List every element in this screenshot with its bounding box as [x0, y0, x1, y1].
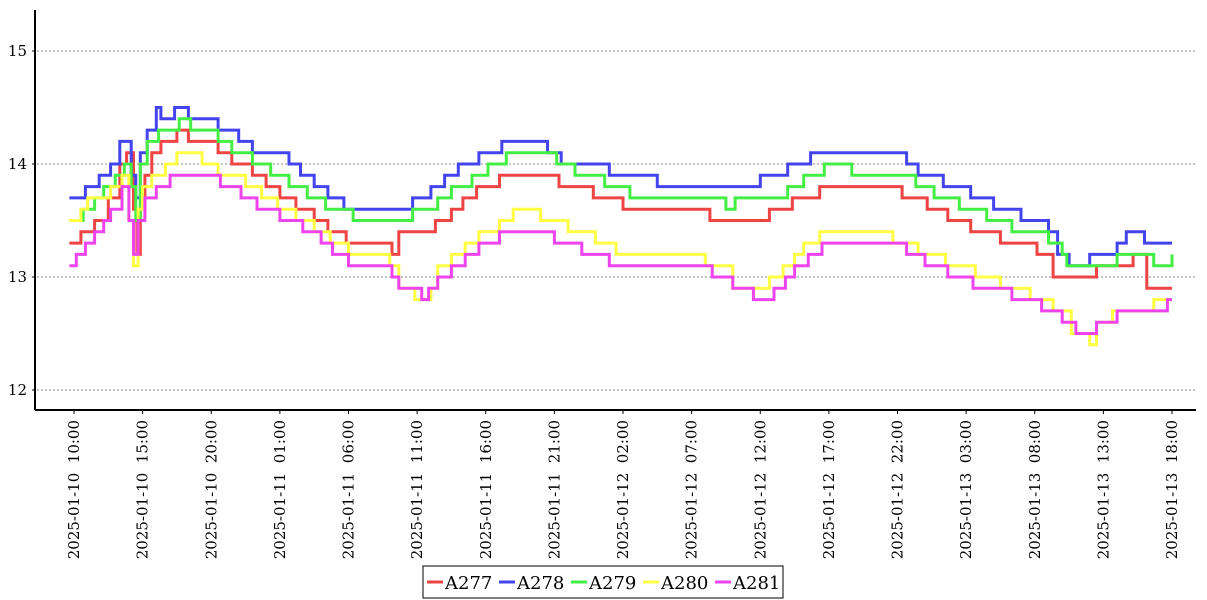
- series-line-a278: [69, 106, 1172, 268]
- legend-label: A281: [732, 573, 780, 594]
- series-line-a279: [69, 117, 1174, 268]
- legend-label: A280: [660, 573, 708, 594]
- legend-label: A279: [588, 573, 636, 594]
- x-tick-labels: 2025-01-10 10:00 2025-01-10 15:00 2025-01-…: [65, 410, 1181, 559]
- x-tick-label: 2025-01-13 08:00: [1026, 420, 1044, 559]
- x-tick-label: 2025-01-13 13:00: [1094, 420, 1112, 559]
- x-tick-label: 2025-01-10 10:00: [65, 420, 83, 559]
- legend: A277 A278 A279 A280 A281: [422, 565, 784, 599]
- x-tick-label: 2025-01-12 22:00: [889, 420, 907, 559]
- x-tick-label: 2025-01-10 15:00: [134, 420, 152, 559]
- series-line-a280: [69, 151, 1172, 347]
- x-tick-label: 2025-01-11 01:00: [271, 420, 289, 559]
- x-tick-label: 2025-01-11 21:00: [545, 420, 563, 559]
- y-tick-label: 14: [8, 155, 27, 173]
- y-tick-label: 15: [8, 42, 27, 60]
- series-line-a281: [69, 173, 1172, 335]
- x-tick-label: 2025-01-12 02:00: [614, 420, 632, 559]
- y-tick-label: 12: [8, 381, 27, 399]
- series-line-a277: [69, 128, 1172, 290]
- x-tick-label: 2025-01-12 17:00: [820, 420, 838, 559]
- legend-label: A277: [444, 573, 492, 594]
- axes: [34, 10, 1196, 411]
- y-tick-labels: 12 13 14 15: [8, 42, 35, 399]
- x-tick-label: 2025-01-12 07:00: [683, 420, 701, 559]
- x-tick-label: 2025-01-11 06:00: [340, 420, 358, 559]
- x-tick-label: 2025-01-11 16:00: [477, 420, 495, 559]
- legend-label: A278: [516, 573, 564, 594]
- series-lines: [69, 106, 1174, 347]
- x-tick-label: 2025-01-10 20:00: [202, 420, 220, 559]
- grid-lines: [37, 50, 1196, 391]
- x-tick-label: 2025-01-13 03:00: [957, 420, 975, 559]
- y-tick-label: 13: [8, 268, 27, 286]
- x-tick-label: 2025-01-13 18:00: [1163, 420, 1181, 559]
- x-tick-label: 2025-01-11 11:00: [408, 420, 426, 559]
- x-tick-label: 2025-01-12 12:00: [751, 420, 769, 559]
